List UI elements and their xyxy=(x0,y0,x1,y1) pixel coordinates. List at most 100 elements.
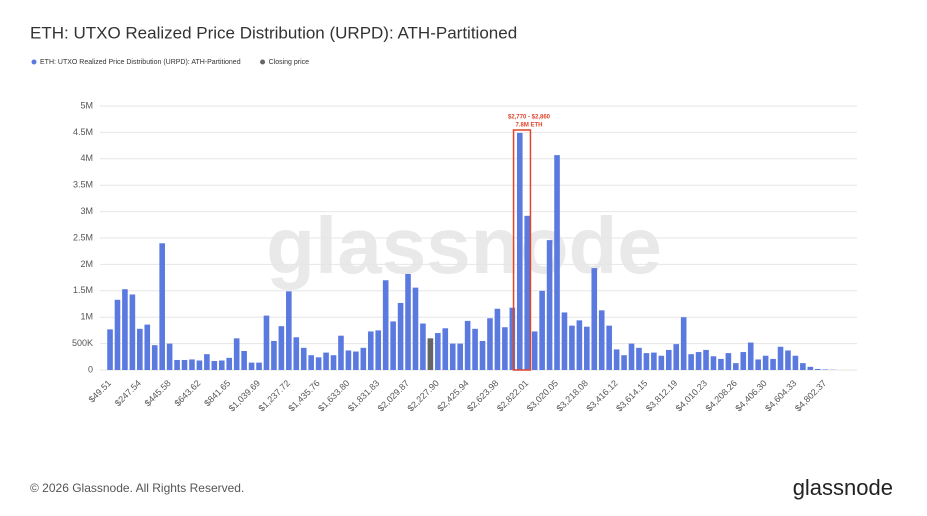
bar xyxy=(189,359,195,370)
bar xyxy=(271,340,277,370)
bar xyxy=(591,268,598,370)
bar xyxy=(323,352,329,370)
bar xyxy=(367,331,374,370)
bar xyxy=(122,289,128,370)
bar xyxy=(293,337,300,370)
y-tick-label: 3.5M xyxy=(73,180,93,190)
bar xyxy=(584,326,590,370)
y-tick-label: 4M xyxy=(80,153,93,163)
bar xyxy=(472,328,478,370)
bar xyxy=(725,353,732,370)
bar xyxy=(718,358,724,370)
bar xyxy=(308,355,314,370)
annotation: 7.8M ETH xyxy=(515,123,542,129)
bar xyxy=(613,349,620,370)
bar xyxy=(181,359,188,370)
x-tick-label: $3,218.08 xyxy=(555,378,590,413)
annotation: $2,770 - $2,860 xyxy=(508,115,551,121)
x-tick-label: $2,623.98 xyxy=(465,378,500,413)
bar xyxy=(755,359,761,370)
bar xyxy=(330,355,337,370)
bar xyxy=(494,308,501,370)
bar xyxy=(300,347,307,370)
footer: © 2026 Glassnode. All Rights Reserved. xyxy=(30,481,244,495)
bar xyxy=(420,323,426,370)
brand-logo: glassnode xyxy=(793,475,893,500)
bar xyxy=(166,343,173,370)
bar xyxy=(822,369,829,370)
bar xyxy=(315,357,322,370)
bar xyxy=(688,354,694,370)
x-tick-label: $49.51 xyxy=(87,378,114,405)
bar xyxy=(144,324,151,370)
bar xyxy=(658,355,665,370)
y-tick-label: 2.5M xyxy=(73,232,93,242)
bar xyxy=(204,354,210,370)
bar xyxy=(479,340,486,370)
bar xyxy=(502,327,508,370)
bar xyxy=(606,325,612,370)
x-tick-label: $4,802.37 xyxy=(793,378,828,413)
highlight-box xyxy=(512,129,532,371)
bar xyxy=(286,291,292,370)
bar xyxy=(785,350,791,370)
x-tick-label: $2,822.01 xyxy=(495,378,530,413)
bar xyxy=(353,351,359,370)
bar xyxy=(531,331,538,370)
x-tick-label: $445.58 xyxy=(143,378,173,408)
x-tick-label: $1,831.83 xyxy=(346,378,381,413)
bar xyxy=(628,343,635,370)
x-tick-label: $4,208.26 xyxy=(704,378,739,413)
bar xyxy=(248,362,255,370)
bar xyxy=(151,345,158,370)
bar xyxy=(256,362,262,370)
bar xyxy=(621,355,627,370)
chart-title: ETH: UTXO Realized Price Distribution (U… xyxy=(30,23,517,42)
bar xyxy=(137,328,143,370)
bar xyxy=(457,343,463,370)
x-tick-label: $643.62 xyxy=(172,378,202,408)
x-tick-label: $1,237.72 xyxy=(257,378,292,413)
x-tick-label: $1,435.76 xyxy=(286,378,321,413)
y-tick-label: 0 xyxy=(88,364,93,374)
bar xyxy=(800,363,806,370)
bar xyxy=(263,315,270,370)
bar xyxy=(435,333,441,370)
bar xyxy=(405,273,411,370)
bar xyxy=(114,299,121,370)
watermark: glassnode xyxy=(266,201,662,290)
x-tick-label: $4,406.30 xyxy=(733,378,768,413)
bar xyxy=(598,310,605,370)
y-tick-label: 3M xyxy=(80,206,93,216)
bar xyxy=(762,355,769,370)
bar xyxy=(546,240,553,370)
bar xyxy=(643,353,650,370)
y-tick-label: 2M xyxy=(80,259,93,269)
bar xyxy=(524,215,531,370)
bar xyxy=(390,321,396,370)
bar xyxy=(375,330,382,370)
bar xyxy=(569,325,575,370)
bar xyxy=(777,346,784,370)
x-tick-label: $4,604.33 xyxy=(763,378,798,413)
bar xyxy=(710,356,717,370)
bar xyxy=(792,355,799,370)
bar xyxy=(338,335,344,370)
bar xyxy=(487,318,493,370)
bar xyxy=(740,352,747,370)
bar xyxy=(129,294,136,370)
bar xyxy=(636,347,642,370)
bar xyxy=(449,343,456,370)
bar xyxy=(747,342,754,370)
x-tick-label: $3,614.15 xyxy=(614,378,649,413)
bar xyxy=(733,363,739,370)
bar xyxy=(554,155,560,370)
bar xyxy=(807,366,814,370)
bar xyxy=(345,350,352,370)
x-tick-label: $2,029.87 xyxy=(376,378,411,413)
bar xyxy=(576,320,583,370)
legend-label: ETH: UTXO Realized Price Distribution (U… xyxy=(40,59,241,66)
x-tick-label: $841.65 xyxy=(202,378,232,408)
bar xyxy=(814,368,821,370)
x-tick-label: $3,812.19 xyxy=(644,378,679,413)
